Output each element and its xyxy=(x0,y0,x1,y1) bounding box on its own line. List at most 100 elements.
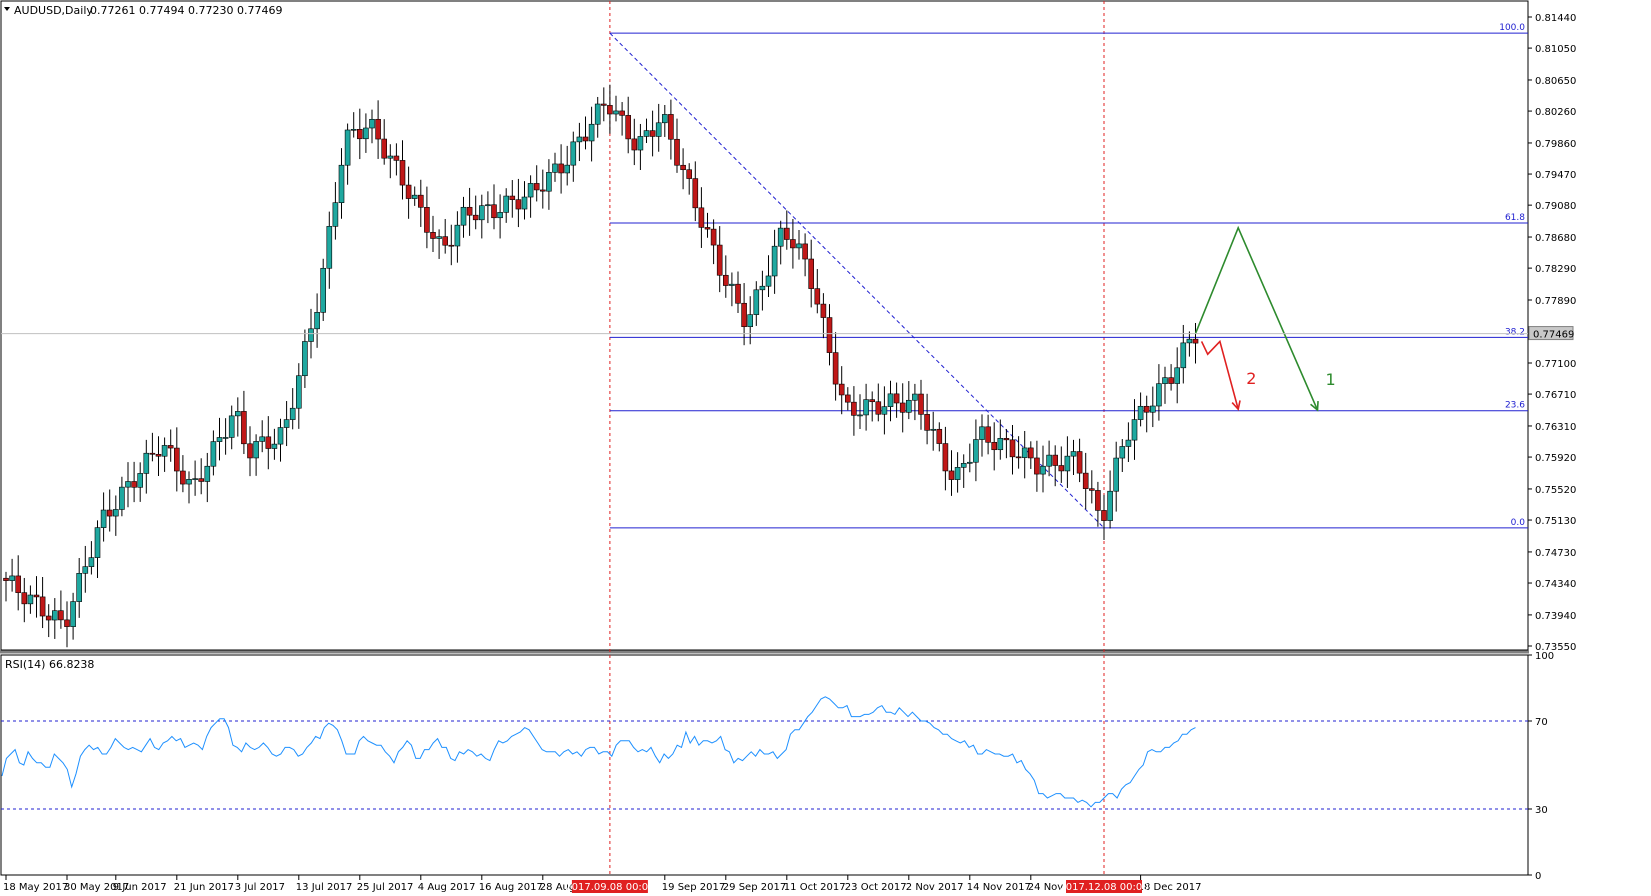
candle-body xyxy=(399,160,406,186)
price-tick-label: 0.80260 xyxy=(1535,107,1576,118)
candle-body xyxy=(863,399,869,416)
candle-body xyxy=(1131,419,1138,441)
rsi-pane-frame xyxy=(0,654,1529,876)
candle-body xyxy=(619,110,625,116)
candle-body xyxy=(1070,451,1077,457)
candle-body xyxy=(27,594,34,605)
candle-body xyxy=(338,164,345,203)
candle-body xyxy=(960,463,967,468)
candle-body xyxy=(686,169,693,179)
event-date-label: 2017.12.08 00:00 xyxy=(1059,882,1148,893)
candle-body xyxy=(51,610,58,621)
candle-body xyxy=(119,486,125,510)
candle-body xyxy=(796,243,802,249)
candle-body xyxy=(314,312,320,330)
candle-body xyxy=(1046,454,1052,467)
candle-body xyxy=(503,195,510,213)
candle-body xyxy=(741,302,747,327)
date-label: 23 Oct 2017 xyxy=(845,882,907,893)
collapse-arrow-icon[interactable] xyxy=(4,7,10,11)
candle-body xyxy=(247,443,253,459)
candle-body xyxy=(454,224,461,247)
candle-body xyxy=(58,610,64,621)
date-label: 11 Oct 2017 xyxy=(784,882,846,893)
candle-body xyxy=(515,199,522,210)
date-label: 25 Jul 2017 xyxy=(357,882,414,893)
candle-body xyxy=(271,443,278,449)
candle-body xyxy=(722,274,729,286)
candle-body xyxy=(716,244,723,276)
date-label: 29 Sep 2017 xyxy=(723,882,786,893)
candle-body xyxy=(655,122,662,137)
price-tick-label: 0.79470 xyxy=(1535,170,1576,181)
candle-body xyxy=(1119,446,1126,459)
candle-body xyxy=(472,214,479,221)
candle-body xyxy=(759,285,766,291)
fib-level-label: 100.0 xyxy=(1499,23,1525,33)
date-label: 9 Jun 2017 xyxy=(113,882,167,893)
candle-body xyxy=(802,243,808,260)
candle-body xyxy=(259,436,266,442)
candle-body xyxy=(973,439,979,463)
candle-body xyxy=(527,183,534,198)
candle-body xyxy=(832,352,839,385)
candle-body xyxy=(521,196,528,210)
price-tick-label: 0.78680 xyxy=(1535,233,1576,244)
candle-body xyxy=(546,172,552,192)
date-label: 18 Dec 2017 xyxy=(1138,882,1202,893)
candle-body xyxy=(826,317,833,353)
candle-body xyxy=(1040,465,1046,475)
price-tick-label: 0.75520 xyxy=(1535,485,1576,496)
date-label: 4 Aug 2017 xyxy=(418,882,476,893)
candle-body xyxy=(1034,457,1040,475)
price-tick-label: 0.73940 xyxy=(1535,611,1576,622)
date-label: 14 Nov 2017 xyxy=(967,882,1031,893)
rsi-tick-label: 30 xyxy=(1535,805,1548,816)
candle-body xyxy=(3,577,9,581)
candle-body xyxy=(881,406,888,415)
candle-body xyxy=(363,127,369,140)
candle-body xyxy=(100,509,107,528)
candle-body xyxy=(1180,342,1187,369)
candle-body xyxy=(979,426,985,440)
candle-body xyxy=(942,443,949,472)
candle-body xyxy=(369,118,375,129)
current-price-box xyxy=(1528,326,1574,341)
candle-body xyxy=(1107,490,1113,521)
projection-arrowhead-1 xyxy=(1310,400,1319,412)
event-date-label: 2017.09.08 00:00 xyxy=(565,882,654,893)
date-label: 18 May 2017 xyxy=(3,882,68,893)
candle-body xyxy=(33,594,40,598)
candle-body xyxy=(192,478,198,480)
fib-trendline xyxy=(609,32,1105,529)
candle-body xyxy=(777,227,784,247)
candle-body xyxy=(930,428,937,431)
candle-body xyxy=(381,138,388,159)
candle-body xyxy=(783,227,790,240)
candle-body xyxy=(790,239,796,249)
price-tick-label: 0.78290 xyxy=(1535,264,1576,275)
fib-level-label: 23.6 xyxy=(1505,401,1525,411)
candle-body xyxy=(814,288,821,305)
date-label: 3 Jul 2017 xyxy=(235,882,285,893)
candle-body xyxy=(1021,447,1028,458)
projection-arrowhead-2 xyxy=(1231,400,1241,411)
candle-body xyxy=(228,415,235,438)
date-label: 2 Nov 2017 xyxy=(906,882,964,893)
candle-body xyxy=(393,155,400,161)
candle-body xyxy=(497,212,503,219)
candle-body xyxy=(1137,405,1144,420)
candle-body xyxy=(94,527,101,558)
candle-body xyxy=(344,129,351,166)
event-date-box xyxy=(571,880,648,893)
rsi-tick-label: 70 xyxy=(1535,717,1548,728)
candle-body xyxy=(350,128,357,131)
price-tick-label: 0.77100 xyxy=(1535,359,1576,370)
candle-body xyxy=(924,414,930,431)
candle-body xyxy=(204,465,211,482)
candle-body xyxy=(405,184,412,199)
candle-body xyxy=(411,194,418,199)
candle-body xyxy=(76,573,82,602)
price-tick-label: 0.73550 xyxy=(1535,642,1576,653)
